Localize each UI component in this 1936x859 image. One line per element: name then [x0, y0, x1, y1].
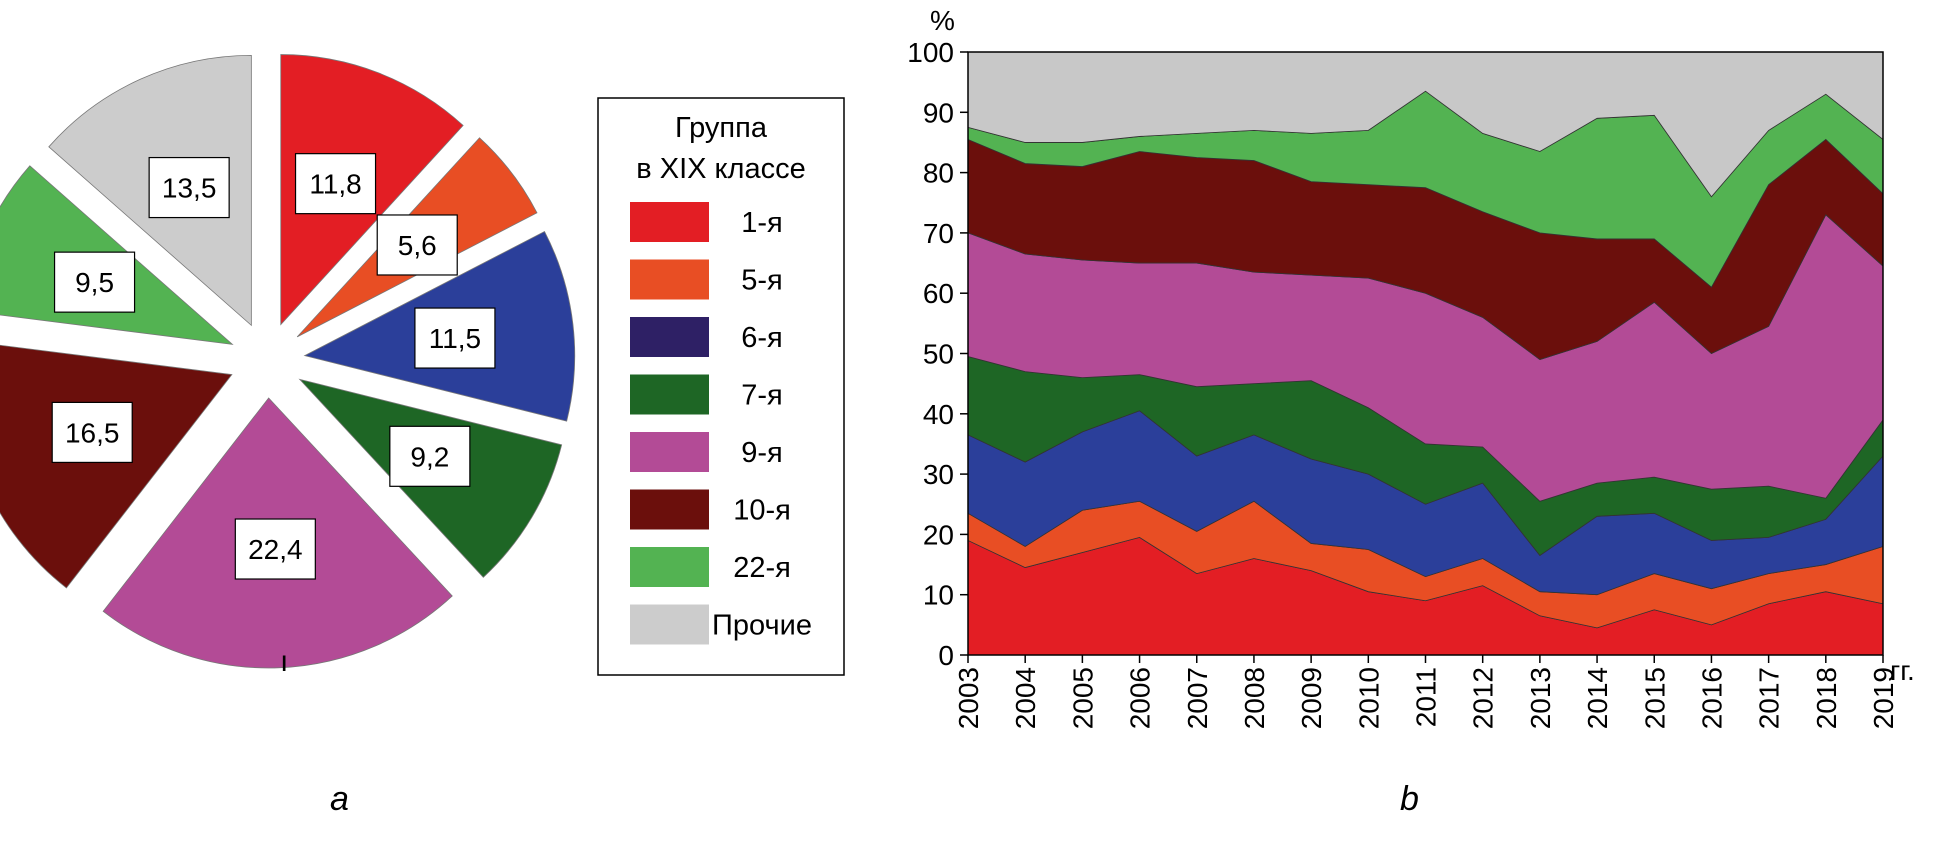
legend: Группа в XIX классе 1-я 5-я 6-я 7-я 9-я 10-я 2… — [597, 97, 845, 676]
y-axis-unit: % — [930, 5, 955, 36]
x-tick-label: 2004 — [1010, 667, 1041, 729]
legend-swatch — [630, 202, 709, 242]
legend-label: 6-я — [741, 322, 783, 354]
area-chart: 0 10 20 30 40 50 60 70 80 90 100 2003 2004 2005 2006 20… — [907, 5, 1915, 729]
x-tick-label: 2007 — [1182, 667, 1213, 729]
legend-label: 22-я — [733, 552, 791, 584]
legend-items: 1-я 5-я 6-я 7-я 9-я 10-я 22-я Прочие — [630, 202, 812, 645]
x-tick-label: 2012 — [1468, 667, 1499, 729]
pie-label: 9,5 — [75, 267, 114, 298]
x-tick-label: 2008 — [1239, 667, 1270, 729]
pie-label-box — [414, 307, 496, 369]
x-tick-label: 2006 — [1125, 667, 1156, 729]
y-tick-label: 80 — [923, 158, 954, 189]
pie-label-box — [389, 425, 471, 487]
legend-swatch — [630, 317, 709, 357]
y-tick-label: 100 — [907, 37, 954, 68]
pie-label: 16,5 — [65, 417, 120, 448]
y-tick-label: 70 — [923, 218, 954, 249]
x-tick-label: 2014 — [1582, 667, 1613, 729]
pie-label: 13,5 — [162, 173, 217, 204]
x-tick-label: 2018 — [1811, 667, 1842, 729]
legend-title-line1: Группа — [675, 112, 768, 144]
x-tick-label: 2009 — [1296, 667, 1327, 729]
legend-label: 9-я — [741, 437, 783, 469]
legend-swatch — [630, 547, 709, 587]
pie-label: 9,2 — [410, 441, 449, 472]
y-tick-label: 10 — [923, 580, 954, 611]
x-tick-label: 2003 — [953, 667, 984, 729]
pie-label-box — [234, 518, 316, 580]
pie-label: 11,8 — [309, 169, 361, 200]
y-tick-label: 40 — [923, 399, 954, 430]
x-axis-unit: гг. — [1890, 655, 1915, 686]
pie-label-box — [376, 214, 458, 276]
pie-label-box — [51, 401, 133, 464]
pie-label: 5,6 — [398, 230, 437, 261]
legend-label: Прочие — [712, 610, 812, 642]
legend-swatch — [630, 374, 709, 415]
pie-label-box — [148, 156, 230, 219]
y-tick-label: 0 — [938, 640, 954, 671]
x-tick-label: 2013 — [1525, 667, 1556, 729]
y-tick-label: 60 — [923, 278, 954, 309]
x-tick-label: 2010 — [1353, 667, 1384, 729]
pie-label: 11,5 — [429, 323, 481, 354]
legend-swatch — [630, 259, 709, 300]
pie-label-box — [53, 251, 136, 313]
legend-label: 7-я — [741, 380, 783, 412]
x-tick-label: 2015 — [1639, 667, 1670, 729]
legend-label: 10-я — [733, 495, 791, 527]
x-tick-label: 2017 — [1754, 667, 1785, 729]
y-tick-label: 90 — [923, 97, 954, 128]
panel-label-a: a — [330, 780, 349, 818]
pie-label-box — [294, 153, 377, 215]
pie-label: 22,4 — [248, 534, 303, 565]
legend-swatch — [630, 432, 709, 472]
pie-chart: 11,8 5,6 11,5 9,2 22,4 16,5 9,5 13,5 — [0, 54, 576, 669]
x-tick-label: 2019 — [1868, 667, 1899, 729]
legend-swatch — [630, 489, 709, 530]
stray-mark: ı — [280, 645, 288, 678]
x-tick-label: 2016 — [1696, 667, 1727, 729]
legend-swatch — [630, 604, 709, 645]
legend-label: 5-я — [741, 265, 783, 297]
y-tick-label: 50 — [923, 339, 954, 370]
legend-label: 1-я — [741, 207, 783, 239]
legend-title-line2: в XIX классе — [636, 153, 805, 185]
y-tick-label: 20 — [923, 519, 954, 550]
x-tick-label: 2011 — [1411, 667, 1442, 727]
y-tick-label: 30 — [923, 459, 954, 490]
x-tick-label: 2005 — [1067, 667, 1098, 729]
panel-label-b: b — [1400, 780, 1419, 818]
